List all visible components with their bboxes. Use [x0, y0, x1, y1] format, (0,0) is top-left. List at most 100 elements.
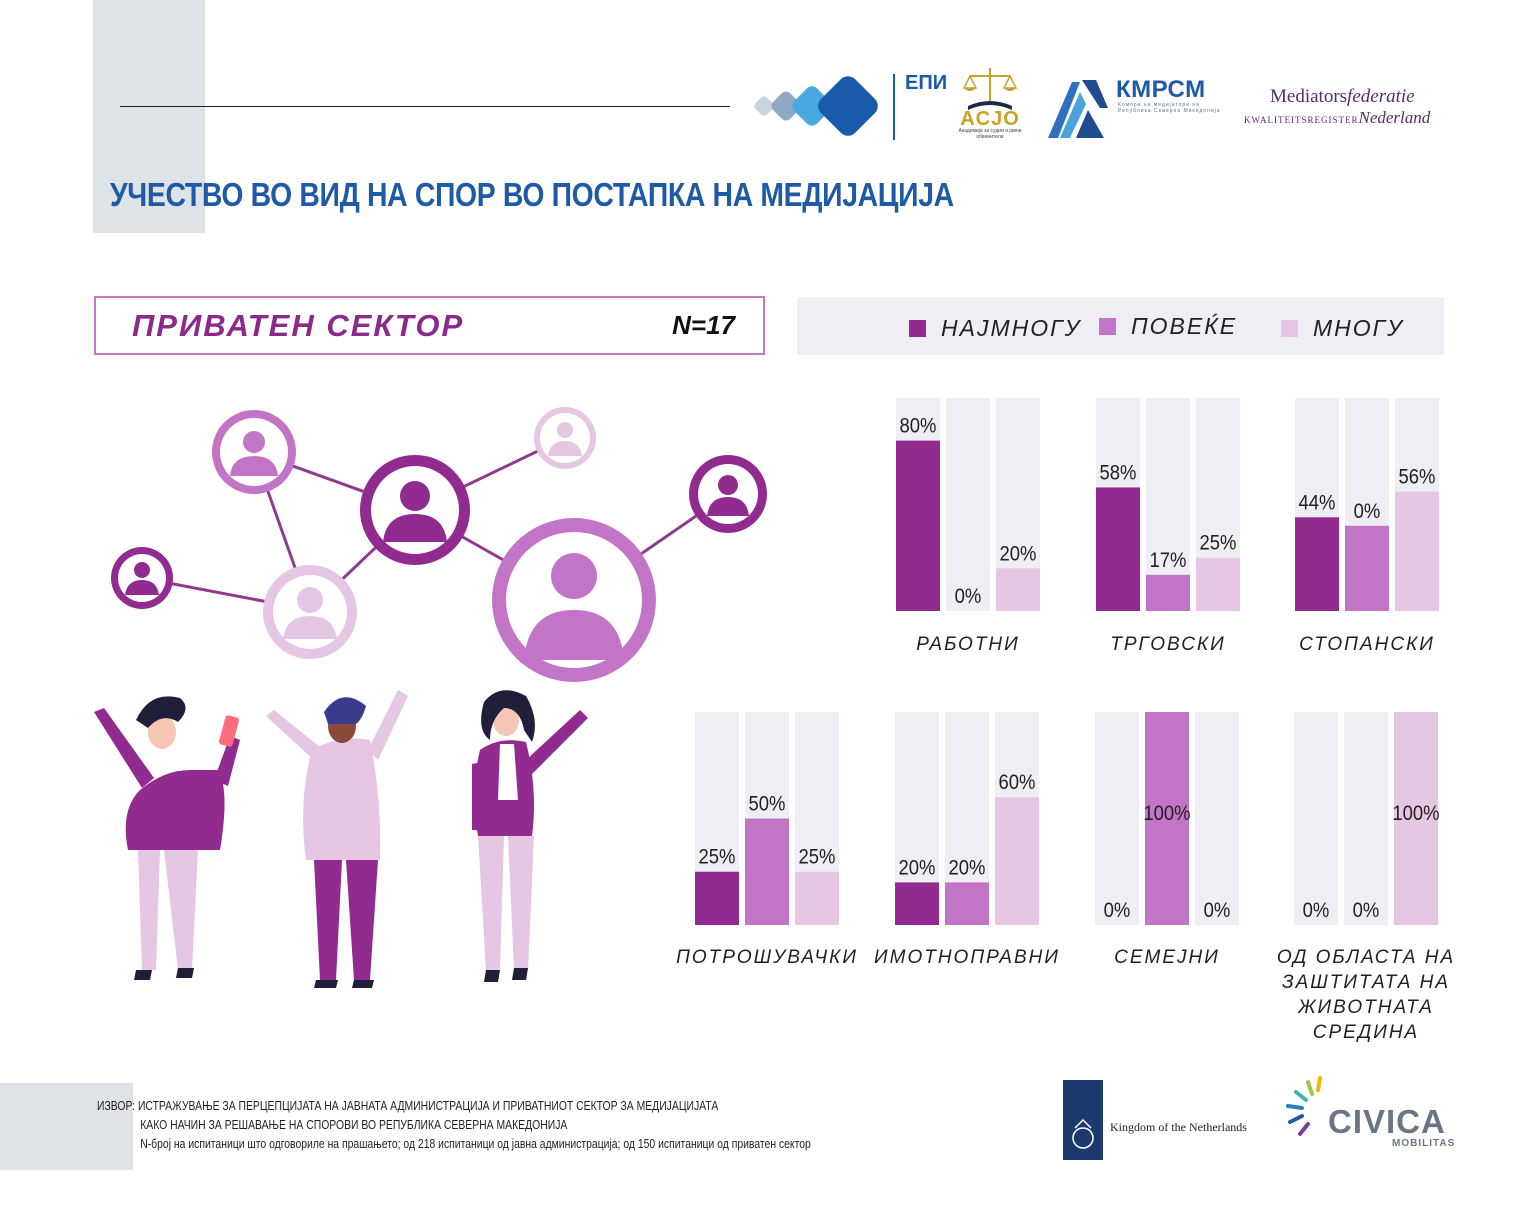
- data-label: 100%: [1143, 802, 1190, 825]
- bar-track: [1095, 712, 1139, 925]
- bar-track: [1195, 712, 1239, 925]
- bar: [1295, 517, 1339, 611]
- category-label: ИМОТНОПРАВНИ: [874, 947, 1060, 968]
- decorative-gray-tab-bottom: [0, 1083, 133, 1170]
- bar-track: [1344, 712, 1388, 925]
- category-label: ПОТРОШУВАЧКИ: [676, 947, 858, 968]
- bar: [1196, 557, 1240, 611]
- acjo-logo-subtitle: Академија за судии и јавни обвинители: [958, 128, 1022, 140]
- bar: [695, 871, 739, 925]
- category-label: ТРГОВСКИ: [1110, 634, 1226, 655]
- data-label: 0%: [1204, 899, 1231, 922]
- category-label: СЕМЕЈНИ: [1114, 947, 1220, 968]
- acjo-logo-text: ACJO: [960, 108, 1020, 130]
- bar: [1096, 487, 1140, 611]
- page-title: УЧЕСТВО ВО ВИД НА СПОР ВО ПОСТАПКА НА МЕ…: [110, 176, 954, 213]
- kmpcm-logo-icon: [1048, 80, 1108, 138]
- legend-label: МНОГУ: [1313, 315, 1404, 341]
- data-label: 56%: [1399, 466, 1436, 489]
- source-note: ИЗВОР: ИСТРАЖУВАЊЕ ЗА ПЕРЦЕПЦИЈАТА НА ЈА…: [97, 1096, 811, 1153]
- bar: [1345, 525, 1389, 611]
- bar: [995, 797, 1039, 925]
- legend-swatch: [909, 320, 926, 337]
- data-label: 0%: [1303, 899, 1330, 922]
- source-prefix: ИЗВОР:: [97, 1098, 136, 1113]
- legend-swatch: [1281, 320, 1298, 337]
- chart-legend: НАЈМНОГУ ПОВЕЌЕ МНОГУ: [797, 297, 1444, 355]
- category-label: СРЕДИНА: [1313, 1022, 1419, 1043]
- person-figure: [94, 696, 240, 980]
- data-label: 0%: [1353, 899, 1380, 922]
- legend-label: ПОВЕЌЕ: [1131, 313, 1238, 339]
- header-divider: [120, 106, 730, 107]
- person-figure: [472, 690, 588, 982]
- data-label: 20%: [1000, 542, 1037, 565]
- data-label: 44%: [1299, 491, 1336, 514]
- bar: [1395, 491, 1439, 611]
- legend-item-poveke: ПОВЕЌЕ: [1099, 313, 1237, 340]
- bar: [1394, 712, 1438, 925]
- civica-logo-text: CIVICA: [1328, 1103, 1446, 1140]
- data-label: 100%: [1392, 802, 1439, 825]
- data-label: 25%: [1200, 532, 1237, 555]
- bar: [996, 568, 1040, 611]
- data-label: 0%: [1104, 899, 1131, 922]
- netherlands-crest-logo: [1063, 1080, 1103, 1160]
- legend-item-mnogu: МНОГУ: [1281, 315, 1404, 342]
- data-label: 0%: [955, 585, 982, 608]
- sector-panel: ПРИВАТЕН СЕКТОР N=17: [94, 296, 765, 355]
- data-label: 17%: [1150, 549, 1187, 572]
- decorative-gray-tab: [93, 0, 205, 233]
- civica-burst-icon: [1286, 1076, 1322, 1136]
- avatar-icon: [212, 410, 296, 494]
- civica-logo-subtitle: MOBILITAS: [1392, 1138, 1456, 1149]
- kmpcm-logo-text: КМРСМ: [1116, 76, 1206, 103]
- category-label: ЗАШТИТАТА НА: [1282, 972, 1450, 993]
- data-label: 58%: [1100, 461, 1137, 484]
- epi-logo: [754, 74, 895, 140]
- person-figure: [266, 690, 408, 988]
- category-label: СТОПАНСКИ: [1299, 634, 1435, 655]
- netherlands-logo-text: Kingdom of the Netherlands: [1110, 1120, 1247, 1134]
- avatar-icon: [263, 565, 357, 659]
- data-label: 0%: [1354, 500, 1381, 523]
- bar: [795, 871, 839, 925]
- bar: [745, 818, 789, 925]
- bar-track: [1294, 712, 1338, 925]
- sample-size: N=17: [672, 310, 735, 340]
- legend-swatch: [1099, 318, 1116, 335]
- bar: [896, 440, 940, 611]
- data-label: 25%: [699, 846, 736, 869]
- data-label: 25%: [799, 846, 836, 869]
- sector-label: ПРИВАТЕН СЕКТОР: [132, 308, 465, 343]
- legend-item-najmnogu: НАЈМНОГУ: [909, 315, 1081, 342]
- avatar-icon: [111, 547, 173, 609]
- data-label: 50%: [749, 792, 786, 815]
- data-label: 20%: [949, 856, 986, 879]
- source-line-3: N-број на испитаници што одговориле на п…: [140, 1136, 811, 1151]
- source-line-2: КАКО НАЧИН ЗА РЕШАВАЊЕ НА СПОРОВИ ВО РЕП…: [140, 1117, 568, 1132]
- bar: [945, 882, 989, 925]
- avatar-icon: [534, 407, 596, 469]
- category-label: ЖИВОТНАТА: [1297, 997, 1434, 1018]
- kwaliteitsregister-logo: KWALITEITSREGISTERNederland: [1244, 108, 1431, 127]
- avatar-icon: [360, 455, 470, 565]
- category-label: РАБОТНИ: [916, 634, 1020, 655]
- legend-label: НАЈМНОГУ: [941, 315, 1082, 341]
- bar: [1145, 712, 1189, 925]
- source-line-1: ИСТРАЖУВАЊЕ ЗА ПЕРЦЕПЦИЈАТА НА ЈАВНАТА А…: [137, 1098, 719, 1113]
- kmpcm-logo-subtitle: Комора на медијатори на Република Северн…: [1118, 102, 1221, 114]
- avatar-icon: [492, 518, 656, 682]
- category-label: ОД ОБЛАСТА НА: [1277, 947, 1455, 968]
- bar: [1146, 574, 1190, 611]
- acjo-scales-icon: [962, 68, 1018, 110]
- bar: [895, 882, 939, 925]
- avatar-icon: [689, 455, 767, 533]
- data-label: 60%: [999, 771, 1036, 794]
- bar-track: [946, 398, 990, 611]
- mediatorsfederatie-logo: Mediatorsfederatie: [1270, 86, 1415, 107]
- data-label: 80%: [900, 415, 937, 438]
- data-label: 20%: [899, 856, 936, 879]
- network-illustration: [94, 407, 767, 988]
